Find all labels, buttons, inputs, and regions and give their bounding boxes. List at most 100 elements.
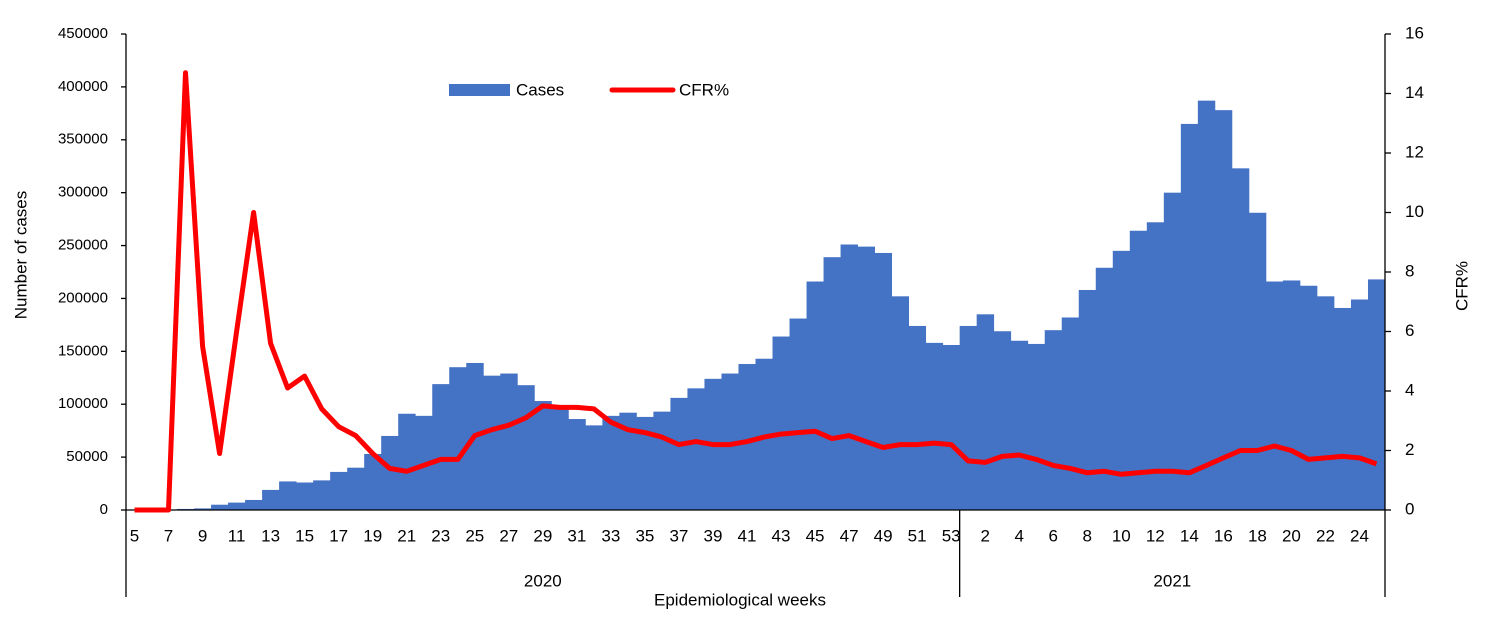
bar — [449, 367, 467, 510]
bar — [330, 471, 348, 510]
y2-tick-label: 8 — [1405, 261, 1414, 280]
bar — [619, 412, 637, 510]
bar — [517, 385, 535, 510]
bar — [568, 419, 586, 510]
bar — [483, 375, 501, 510]
x-tick-label: 31 — [567, 526, 586, 545]
bar — [755, 358, 773, 510]
bar — [993, 331, 1012, 510]
y-tick-label: 400000 — [58, 78, 108, 95]
x-tick-label: 27 — [499, 526, 518, 545]
cfr-line — [134, 70, 1378, 513]
x-tick-label: 6 — [1049, 526, 1058, 545]
x-tick-label: 41 — [738, 526, 757, 545]
bar — [823, 257, 841, 510]
y2-tick-label: 4 — [1405, 380, 1414, 399]
x-tick-label: 16 — [1214, 526, 1233, 545]
y-tick-label: 150000 — [58, 342, 108, 359]
bar — [1231, 168, 1250, 511]
x-tick-label: 15 — [295, 526, 314, 545]
bar — [602, 415, 620, 510]
x-tick-label: 51 — [908, 526, 927, 545]
bar — [1163, 192, 1182, 510]
y-tick-label: 450000 — [58, 25, 108, 42]
bar — [721, 373, 739, 510]
legend-swatch — [449, 84, 510, 96]
y-tick-label: 250000 — [58, 237, 108, 254]
bar — [857, 246, 875, 510]
bar — [1095, 267, 1114, 510]
x-tick-label: 35 — [635, 526, 654, 545]
bar — [738, 364, 756, 510]
y2-tick-label: 6 — [1405, 321, 1414, 340]
group-label: 2021 — [1153, 571, 1191, 590]
x-tick-label: 11 — [228, 526, 246, 545]
legend-label: Cases — [516, 80, 564, 99]
x-tick-label: 47 — [840, 526, 859, 545]
bar — [1316, 296, 1335, 510]
x-tick-label: 29 — [533, 526, 552, 545]
bar — [585, 425, 603, 510]
x-tick-label: 12 — [1146, 526, 1165, 545]
y-tick-label: 200000 — [58, 289, 108, 306]
bar — [534, 401, 552, 510]
bar — [1367, 279, 1386, 510]
x-tick-label: 23 — [431, 526, 450, 545]
x-tick-label: 25 — [465, 526, 484, 545]
bar — [806, 281, 824, 510]
bar — [398, 413, 416, 510]
bar — [1027, 343, 1046, 510]
y-tick-label: 300000 — [58, 184, 108, 201]
x-tick-label: 37 — [669, 526, 688, 545]
bar — [670, 397, 688, 510]
bar — [687, 388, 705, 510]
bar — [1061, 317, 1080, 510]
y2-tick-label: 16 — [1405, 23, 1424, 42]
bar — [1146, 222, 1165, 511]
legend-label: CFR% — [679, 80, 729, 99]
x-tick-label: 33 — [601, 526, 620, 545]
bar — [1112, 250, 1131, 510]
bar — [1129, 230, 1148, 510]
bar — [636, 416, 654, 510]
x-tick-label: 4 — [1014, 526, 1023, 545]
bar — [551, 407, 569, 510]
bar — [653, 411, 671, 510]
y2-axis-title: CFR% — [1452, 261, 1471, 311]
bar — [364, 453, 382, 510]
bar — [1350, 299, 1369, 510]
x-tick-label: 10 — [1112, 526, 1131, 545]
bar — [1197, 100, 1216, 510]
bar — [908, 325, 927, 510]
bar — [296, 482, 314, 510]
x-tick-label: 17 — [329, 526, 348, 545]
bar — [1214, 110, 1233, 510]
x-tick-label: 9 — [198, 526, 207, 545]
bar — [1078, 289, 1097, 510]
bar — [228, 502, 246, 510]
bar — [432, 384, 450, 510]
x-tick-label: 45 — [806, 526, 825, 545]
bar — [500, 373, 518, 510]
bar — [262, 489, 280, 510]
bar — [891, 296, 910, 510]
bar — [959, 325, 978, 510]
bar — [1265, 281, 1284, 510]
bar — [279, 481, 297, 510]
x-tick-label: 19 — [363, 526, 382, 545]
bar — [789, 318, 807, 510]
bar — [1180, 123, 1199, 511]
x-tick-label: 49 — [874, 526, 893, 545]
bar — [211, 504, 229, 510]
bar — [1282, 280, 1301, 510]
x-tick-label: 18 — [1248, 526, 1267, 545]
y-tick-label: 50000 — [66, 448, 108, 465]
bar — [381, 435, 399, 510]
x-tick-label: 2 — [980, 526, 989, 545]
bar — [1248, 212, 1267, 510]
bar — [976, 314, 995, 510]
y2-tick-label: 12 — [1405, 142, 1424, 161]
x-tick-label: 8 — [1083, 526, 1092, 545]
